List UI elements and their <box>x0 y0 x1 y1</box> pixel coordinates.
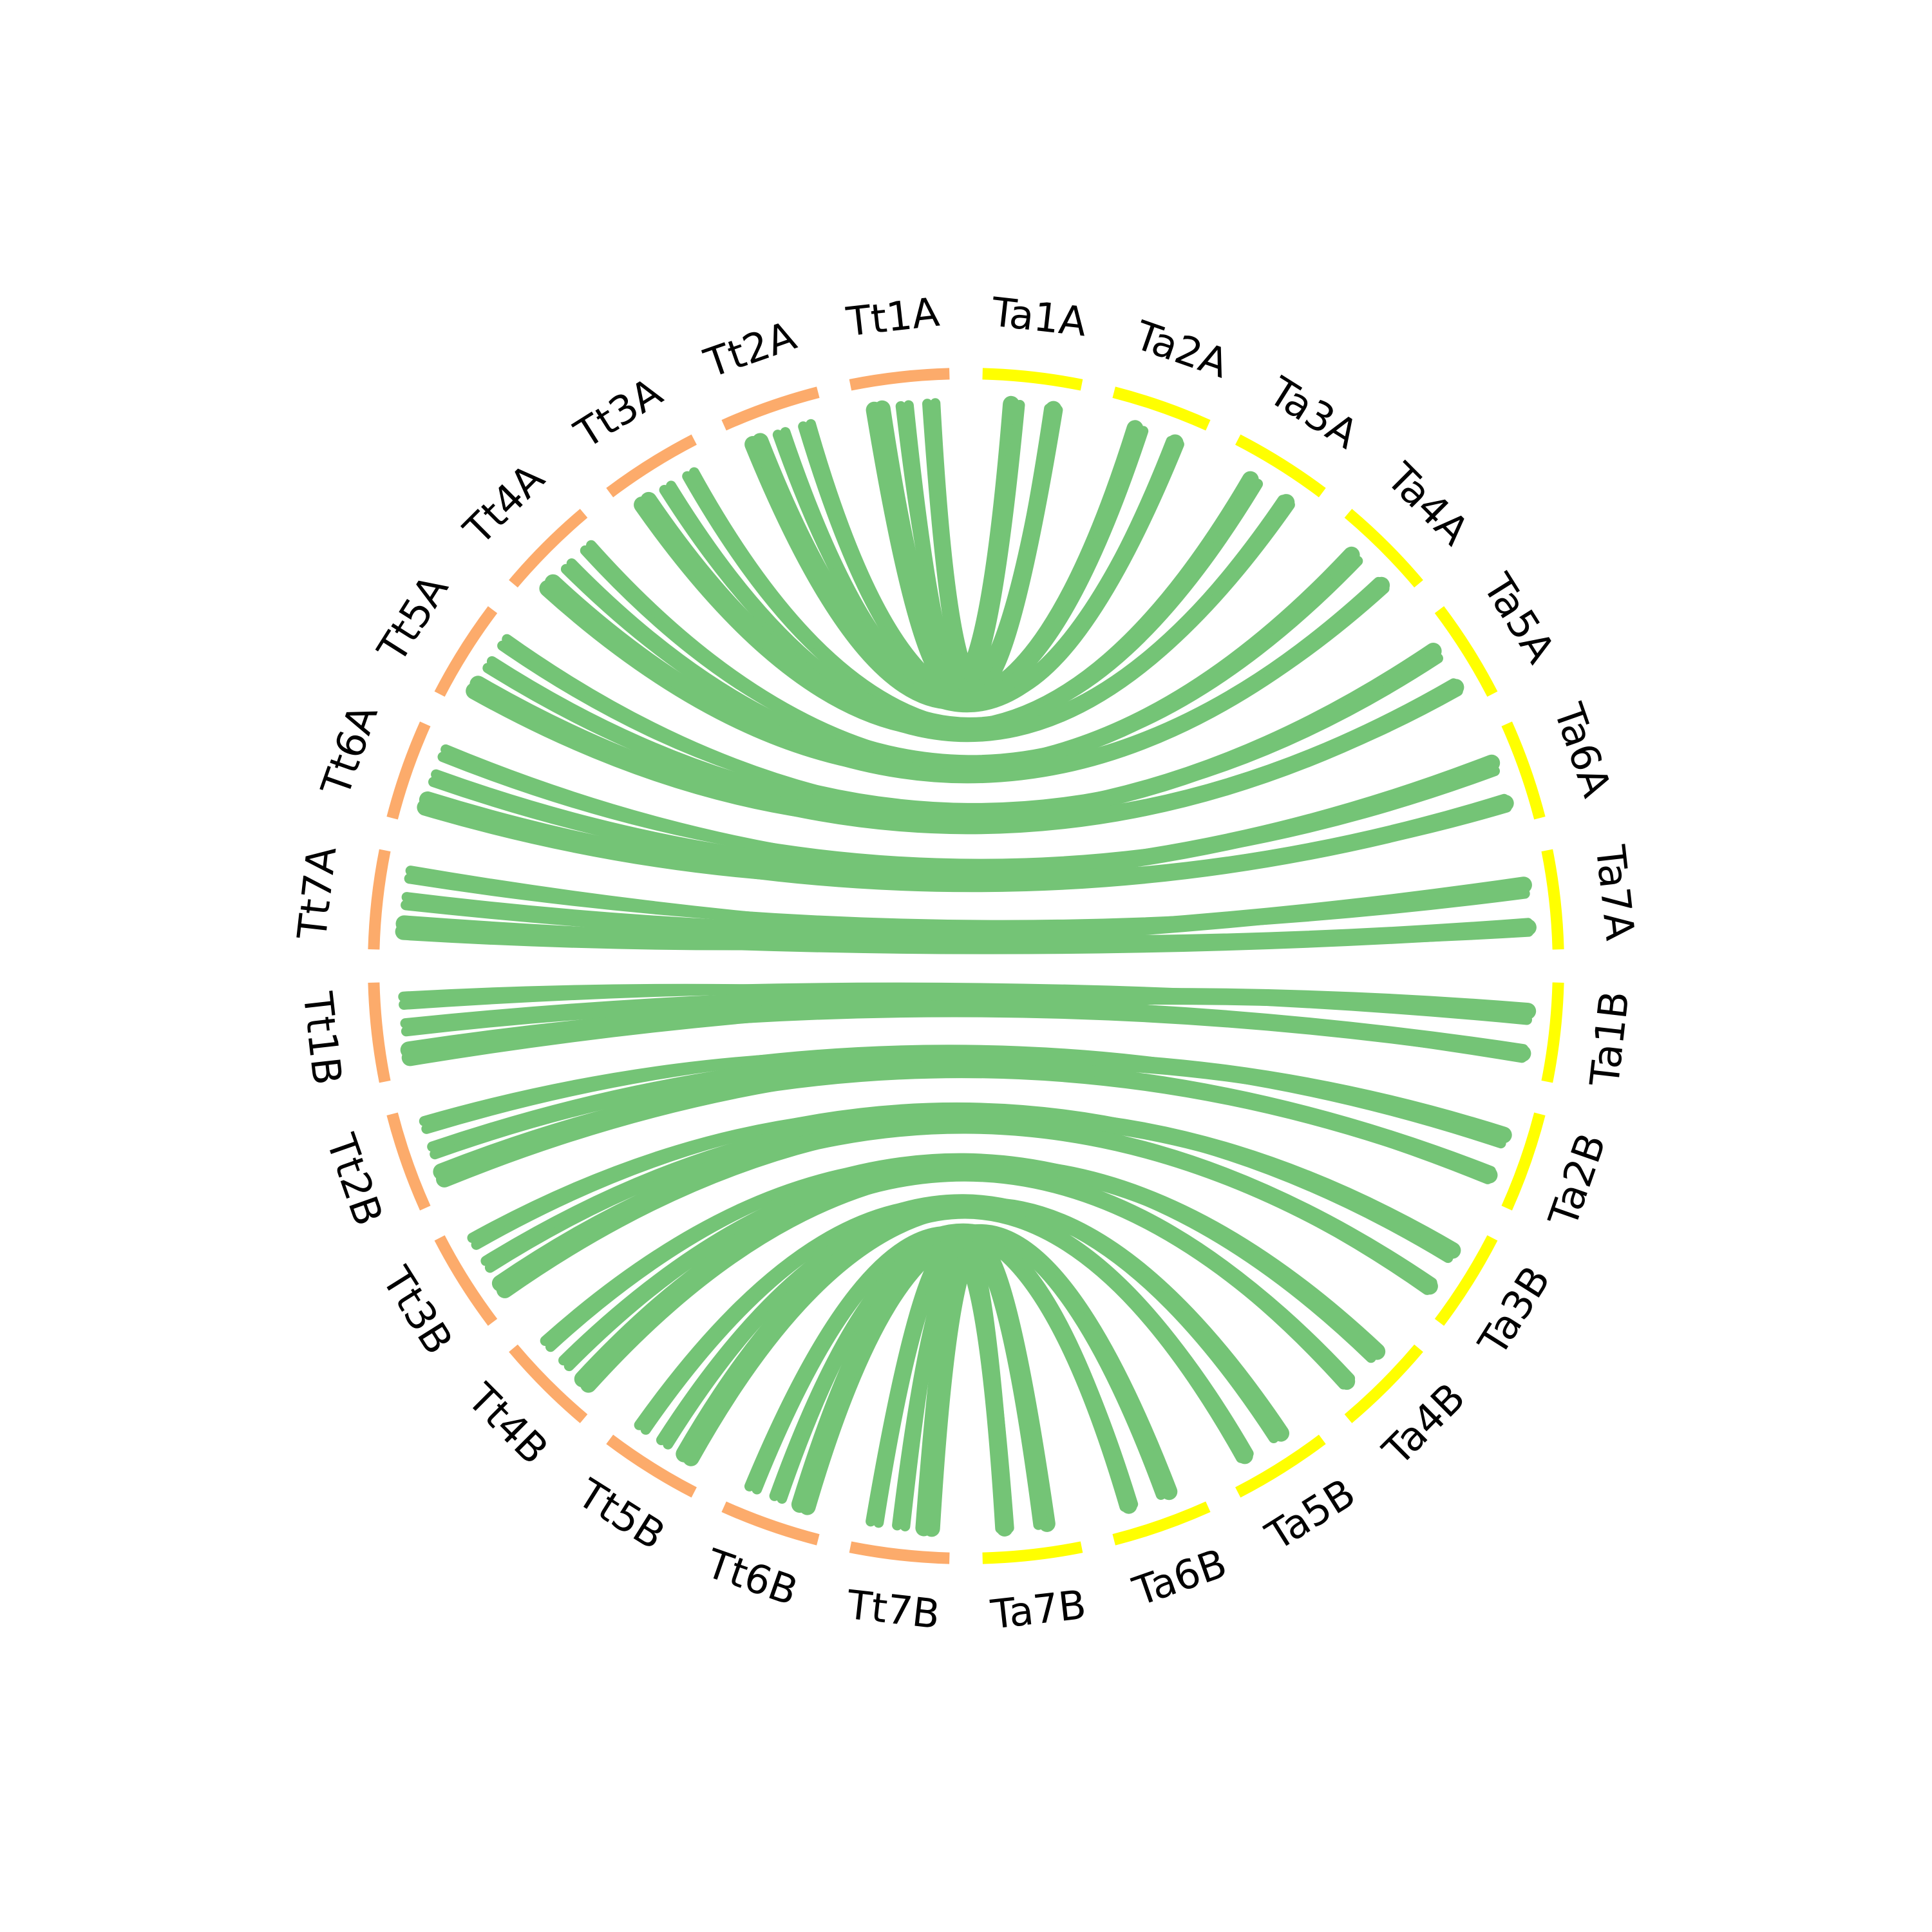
link-Tt3A-Ta3A <box>688 467 1295 733</box>
chromosome-label-Ta1A: Ta1A <box>989 288 1089 345</box>
chromosome-Tt4B <box>509 1344 588 1423</box>
chromosome-Tt5B <box>606 1434 697 1498</box>
chromosome-Ta4A <box>1344 509 1423 588</box>
chromosome-label-Tt5A: Tt5A <box>368 567 457 671</box>
chromosome-label-Ta2B: Ta2B <box>1539 1127 1615 1233</box>
chromosome-Tt6A <box>386 721 431 820</box>
chromosome-label-Tt6A: Tt6A <box>312 699 387 802</box>
link-Tt6B-Ta6B <box>744 1226 1130 1512</box>
link-Tt2A-Ta2A <box>806 419 1184 706</box>
chromosome-Ta5B <box>1235 1434 1326 1498</box>
chromosome-Tt3B <box>434 1235 498 1326</box>
chromosome-Ta6B <box>1112 1501 1211 1546</box>
chromosome-label-Tt1A: Tt1A <box>844 289 942 346</box>
chromosome-Ta2B <box>1501 1112 1546 1211</box>
chromosome-Tt7A <box>368 849 391 950</box>
chromosome-label-Ta3A: Ta3A <box>1260 367 1367 458</box>
link-Tt5B-Ta5B <box>634 1198 1246 1463</box>
link-Tt1A-Ta1A <box>903 400 1025 691</box>
chromosome-label-Tt3A: Tt3A <box>566 368 670 458</box>
chromosome-label-Tt7B: Tt7B <box>844 1581 942 1638</box>
chromosome-label-Ta1B: Ta1B <box>1581 989 1638 1089</box>
chromosome-Ta5A <box>1434 606 1498 697</box>
chromosome-Ta4B <box>1344 1344 1423 1423</box>
chromosome-Ta7A <box>1541 849 1564 950</box>
link-Tt3B-Ta3B <box>467 1108 1433 1295</box>
chromosome-label-Ta6B: Ta6B <box>1126 1539 1232 1615</box>
chromosome-label-Tt3B: Tt3B <box>373 1258 462 1363</box>
link-Tt7B-Ta7B <box>892 1240 1044 1531</box>
chromosome-Tt4A <box>509 509 588 588</box>
chromosome-label-Tt4B: Tt4B <box>458 1374 557 1473</box>
chromosome-Tt3A <box>606 434 697 498</box>
chromosome-Ta1B <box>1541 982 1564 1083</box>
link-Tt4B-Ta4B <box>540 1158 1349 1390</box>
chromosome-label-Ta2A: Ta2A <box>1128 311 1234 387</box>
chromosome-label-Ta5B: Ta5B <box>1257 1469 1363 1560</box>
chromosome-label-Ta7A: Ta7A <box>1586 842 1643 943</box>
chromosome-label-Tt2B: Tt2B <box>317 1128 392 1231</box>
chromosome-label-Ta7B: Ta7B <box>988 1581 1088 1638</box>
chromosome-label-Ta5A: Ta5A <box>1473 565 1564 672</box>
chromosome-Ta2A <box>1112 386 1211 431</box>
chromosome-label-Tt5B: Tt5B <box>569 1470 674 1559</box>
link-Tt4A-Ta4A <box>586 540 1390 773</box>
link-Tt6A-Ta6A <box>440 744 1512 880</box>
chromosome-label-Tt7A: Tt7A <box>289 844 346 942</box>
link-Tt7A-Ta7A <box>405 866 1534 946</box>
chromosome-Ta3A <box>1235 434 1326 498</box>
chromosome-Tt7B <box>849 1541 950 1564</box>
link-Tt2B-Ta2B <box>419 1050 1493 1184</box>
link-Tt7B-Ta7B <box>866 1240 1006 1534</box>
chromosome-Tt6B <box>721 1501 820 1546</box>
link-Tt1B-Ta1B <box>398 983 1528 1063</box>
chromosome-label-Tt1B: Tt1B <box>294 989 351 1087</box>
chromosome-Ta3B <box>1434 1235 1498 1326</box>
chromosome-Tt1B <box>368 982 391 1083</box>
chromosome-Tt5A <box>434 606 498 697</box>
links-layer <box>395 395 1537 1537</box>
ideogram-layer <box>368 368 1564 1564</box>
chromosome-label-Ta3B: Ta3B <box>1469 1258 1560 1364</box>
chromosome-label-Tt4A: Tt4A <box>454 455 553 554</box>
chromosome-label-Tt6B: Tt6B <box>700 1540 804 1615</box>
chromosome-label-Tt2A: Tt2A <box>698 312 802 387</box>
chromosome-Tt1A <box>849 368 950 391</box>
chromosome-Ta7B <box>982 1541 1083 1564</box>
chromosome-label-Ta6A: Ta6A <box>1544 697 1620 802</box>
link-Tt5A-Ta5A <box>502 634 1463 822</box>
chromosome-Tt2A <box>721 386 820 431</box>
chromosome-label-Ta4A: Ta4A <box>1378 453 1479 554</box>
chromosome-Ta6A <box>1501 721 1546 820</box>
chromosome-Ta1A <box>982 368 1083 391</box>
chromosome-Tt2B <box>386 1112 431 1211</box>
